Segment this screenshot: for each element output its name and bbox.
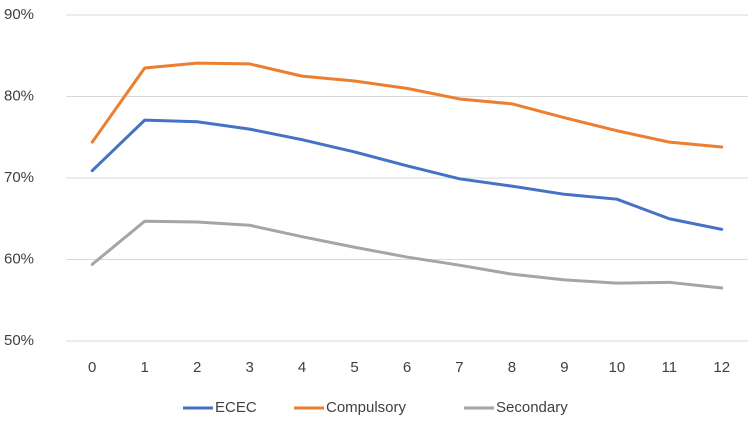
series-line — [90, 118, 724, 231]
x-tick-label: 7 — [455, 359, 463, 376]
legend-label: ECEC — [215, 399, 257, 416]
x-tick-label: 3 — [245, 359, 253, 376]
x-tick-label: 4 — [298, 359, 306, 376]
x-tick-label: 1 — [141, 359, 149, 376]
y-tick-label: 70% — [4, 169, 34, 186]
x-tick-label: 9 — [560, 359, 568, 376]
y-tick-label: 50% — [4, 332, 34, 349]
legend-label: Secondary — [496, 399, 568, 416]
x-tick-label: 0 — [88, 359, 96, 376]
y-tick-label: 60% — [4, 250, 34, 267]
x-tick-label: 11 — [662, 359, 678, 376]
x-tick-label: 2 — [193, 359, 201, 376]
x-tick-label: 8 — [508, 359, 516, 376]
y-tick-label: 80% — [4, 87, 34, 104]
x-tick-label: 5 — [350, 359, 358, 376]
series-line — [90, 219, 724, 290]
x-tick-label: 10 — [609, 359, 626, 376]
series-line — [90, 61, 724, 149]
y-tick-label: 90% — [4, 6, 34, 23]
x-tick-label: 12 — [713, 359, 730, 376]
legend-label: Compulsory — [326, 399, 407, 416]
x-tick-label: 6 — [403, 359, 411, 376]
